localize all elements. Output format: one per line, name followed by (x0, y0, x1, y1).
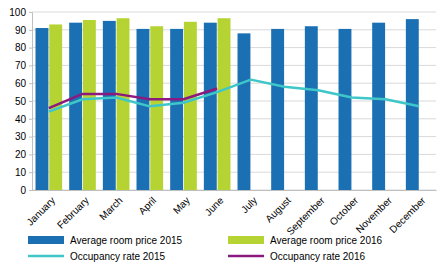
tick-mark (29, 190, 32, 191)
legend-swatch (228, 236, 264, 244)
legend: Average room price 2015 Average room pric… (28, 235, 383, 262)
tick: 80 (15, 42, 32, 53)
tick-mark (29, 137, 32, 138)
grid (32, 12, 436, 190)
tick-label: 20 (15, 149, 27, 160)
tick-label: July (239, 195, 259, 215)
legend-swatch (228, 255, 264, 258)
grid-line (32, 12, 436, 13)
tick-label: 60 (15, 78, 27, 89)
bar (271, 29, 284, 190)
bar (339, 29, 352, 190)
tick: May (171, 190, 192, 216)
bar (36, 28, 49, 190)
bar (69, 23, 82, 190)
bar (170, 29, 183, 190)
legend-item: Occupancy rate 2015 (28, 251, 165, 262)
y-axis: 0 10 20 30 40 50 60 70 80 90 100 (9, 7, 32, 196)
tick: 30 (15, 131, 32, 142)
chart: 0 10 20 30 40 50 60 70 80 90 100 JanuaryFebruaryMar… (0, 0, 442, 272)
tick: September (284, 190, 327, 237)
tick-label: August (263, 195, 293, 225)
bar (150, 26, 163, 190)
tick-mark (29, 83, 32, 84)
axis-line (33, 190, 437, 191)
marks (36, 18, 420, 190)
tick: 90 (15, 25, 32, 36)
tick-label: June (203, 194, 226, 217)
tick-label: 80 (15, 42, 27, 53)
tick-label: May (171, 195, 192, 216)
tick: October (327, 190, 360, 228)
line (49, 80, 419, 112)
tick: March (97, 190, 124, 222)
tick-mark (29, 101, 32, 102)
legend-label: Occupancy rate 2016 (270, 251, 365, 262)
bar (238, 33, 251, 190)
tick: February (55, 190, 91, 231)
tick-label: 50 (15, 96, 27, 107)
tick: 10 (15, 167, 32, 178)
bar (372, 23, 385, 190)
tick: 50 (15, 96, 32, 107)
tick-label: December (387, 194, 428, 235)
tick-label: March (97, 195, 124, 222)
bar (103, 21, 116, 190)
tick: 60 (15, 78, 32, 89)
tick-mark (29, 48, 32, 49)
bar (218, 18, 231, 190)
tick-label: October (327, 194, 360, 227)
tick-label: 10 (15, 167, 27, 178)
tick-label: 90 (15, 25, 27, 36)
tick-label: February (55, 195, 91, 231)
tick: August (263, 190, 293, 225)
tick-mark (29, 154, 32, 155)
tick: 100 (9, 7, 32, 18)
legend-swatch (28, 236, 64, 244)
bar (184, 22, 197, 190)
tick: December (387, 190, 428, 235)
legend-item: Average room price 2016 (228, 235, 383, 246)
axis-line (29, 13, 33, 191)
tick-mark (29, 119, 32, 120)
tick: 0 (20, 185, 32, 196)
tick-label: 100 (9, 7, 26, 18)
bar-series (36, 19, 419, 190)
legend-item: Occupancy rate 2016 (228, 251, 365, 262)
tick: January (24, 190, 57, 228)
bar (137, 29, 150, 190)
tick-label: 0 (20, 185, 26, 196)
line (49, 89, 217, 109)
tick: April (136, 190, 158, 217)
tick: June (203, 190, 226, 218)
legend-label: Occupancy rate 2015 (70, 251, 165, 262)
tick-label: 70 (15, 60, 27, 71)
bar (204, 23, 217, 190)
bar (305, 26, 318, 190)
legend-label: Average room price 2015 (70, 235, 183, 246)
x-axis: JanuaryFebruaryMarch April May June JulyAugu… (24, 190, 436, 237)
plot-area: 0 10 20 30 40 50 60 70 80 90 100 JanuaryFebruaryMar… (9, 7, 436, 237)
tick-mark (29, 30, 32, 31)
legend-label: Average room price 2016 (270, 235, 383, 246)
tick-label: 40 (15, 114, 27, 125)
legend-swatch (28, 255, 64, 258)
tick: 20 (15, 149, 32, 160)
tick-mark (29, 172, 32, 173)
bar (83, 20, 96, 190)
tick: 40 (15, 114, 32, 125)
tick-label: 30 (15, 131, 27, 142)
tick-label: January (24, 195, 57, 228)
tick: July (239, 190, 259, 215)
tick: 70 (15, 60, 32, 71)
legend-item: Average room price 2015 (28, 235, 183, 246)
tick-label: April (136, 195, 158, 217)
tick-mark (29, 65, 32, 66)
tick-label: September (284, 194, 327, 237)
tick-mark (29, 12, 32, 13)
bar (117, 18, 130, 190)
